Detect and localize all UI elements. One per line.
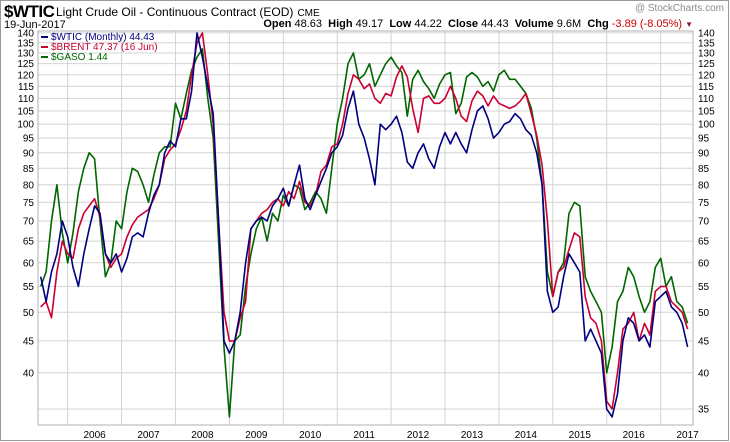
close-value: 44.43 — [481, 18, 509, 30]
y-tick-label-right: 35 — [698, 405, 710, 416]
title-text: Light Crude Oil - Continuous Contract (E… — [56, 5, 294, 19]
legend-entry-wtic: $WTIC (Monthly) 44.43 — [51, 32, 155, 43]
date-label: 19-Jun-2017 — [4, 19, 66, 31]
y-tick-label-left: 105 — [17, 106, 34, 117]
open-label: Open — [263, 18, 292, 30]
y-tick-label-left: 100 — [17, 120, 34, 131]
stats-bar: Open 48.63 High 49.17 Low 44.22 Close 44… — [263, 18, 693, 30]
y-tick-label-right: 50 — [698, 308, 710, 319]
y-tick-label-right: 75 — [698, 198, 710, 209]
legend-entry-brent: $BRENT 47.37 (16 Jun) — [51, 42, 158, 53]
x-tick-label: 2017 — [676, 430, 699, 441]
close-label: Close — [448, 18, 479, 30]
chg-value: -3.89 (-8.05%) — [611, 18, 683, 30]
y-tick-label-right: 60 — [698, 258, 710, 269]
series-line-brent — [40, 32, 689, 410]
x-tick-label: 2012 — [407, 430, 430, 441]
y-axis-left: 4045505560657075808590951001051101151201… — [17, 28, 34, 379]
open-value: 48.63 — [294, 18, 323, 30]
exchange-label: CME — [297, 8, 320, 19]
x-axis: 2006 2007 2008 2009 2010 2011 2012 2013 2014 2015… — [83, 430, 699, 441]
high-value: 49.17 — [355, 18, 384, 30]
series-line-gaso — [39, 48, 689, 418]
gridlines — [38, 31, 693, 425]
y-tick-label-right: 40 — [698, 368, 710, 379]
y-tick-label-left: 130 — [17, 49, 34, 60]
series-lines — [39, 32, 689, 418]
y-tick-label-right: 70 — [698, 216, 710, 227]
x-tick-label: 2010 — [299, 430, 322, 441]
low-label: Low — [389, 18, 412, 30]
y-tick-label-left: 75 — [23, 198, 35, 209]
y-tick-label-left: 120 — [17, 70, 34, 81]
y-tick-label-left: 115 — [18, 82, 34, 93]
y-tick-label-right: 95 — [698, 134, 710, 145]
x-tick-label: 2013 — [461, 430, 484, 441]
legend-entry-gaso: $GASO 1.44 — [51, 52, 108, 63]
y-tick-label-left: 50 — [23, 308, 35, 319]
y-tick-label-right: 130 — [698, 49, 715, 60]
symbol-label: $WTIC — [4, 2, 55, 21]
y-tick-label-left: 140 — [17, 28, 34, 39]
y-tick-label-right: 65 — [698, 237, 710, 248]
y-axis-right: 3540455055606570758085909510010511011512… — [698, 28, 715, 415]
y-tick-label-left: 80 — [23, 180, 35, 191]
plot-area-border — [37, 30, 694, 426]
y-tick-label-right: 125 — [698, 59, 715, 70]
y-tick-label-right: 120 — [698, 70, 715, 81]
x-tick-label: 2016 — [623, 430, 646, 441]
x-tick-label: 2009 — [245, 430, 268, 441]
y-tick-label-right: 105 — [698, 106, 715, 117]
legend: $WTIC (Monthly) 44.43$BRENT 47.37 (16 Ju… — [41, 32, 158, 63]
y-tick-label-left: 85 — [23, 164, 35, 175]
x-tick-label: 2011 — [353, 430, 375, 441]
series-line-wtic — [39, 32, 689, 418]
y-tick-label-left: 45 — [23, 336, 35, 347]
y-tick-label-right: 90 — [698, 148, 710, 159]
y-tick-label-right: 115 — [698, 82, 714, 93]
y-tick-label-left: 110 — [18, 94, 34, 105]
chart-title: Light Crude Oil - Continuous Contract (E… — [56, 5, 320, 19]
plot-border — [37, 30, 694, 426]
down-triangle-icon: ▼ — [685, 20, 693, 29]
x-tick-label: 2014 — [515, 430, 538, 441]
y-tick-label-left: 95 — [23, 134, 35, 145]
y-tick-label-right: 100 — [698, 120, 715, 131]
y-tick-label-right: 80 — [698, 180, 710, 191]
high-label: High — [328, 18, 353, 30]
y-tick-label-right: 110 — [698, 94, 714, 105]
y-tick-label-right: 135 — [698, 38, 715, 49]
x-tick-label: 2006 — [83, 430, 106, 441]
x-tick-label: 2008 — [191, 430, 214, 441]
y-tick-label-left: 70 — [23, 216, 35, 227]
y-tick-label-right: 45 — [698, 336, 710, 347]
y-tick-label-left: 55 — [23, 282, 35, 293]
low-value: 44.22 — [414, 18, 442, 30]
chg-label: Chg — [587, 18, 609, 30]
y-tick-label-right: 140 — [698, 28, 715, 39]
y-tick-label-right: 55 — [698, 282, 710, 293]
y-tick-label-left: 40 — [23, 368, 35, 379]
x-tick-label: 2015 — [569, 430, 592, 441]
y-tick-label-left: 65 — [23, 237, 35, 248]
y-tick-label-left: 90 — [23, 148, 35, 159]
volume-value: 9.6M — [556, 18, 582, 30]
y-tick-label-left: 135 — [17, 38, 34, 49]
x-tick-label: 2007 — [137, 430, 160, 441]
volume-label: Volume — [514, 18, 554, 30]
y-tick-label-right: 85 — [698, 164, 710, 175]
y-tick-label-left: 125 — [17, 59, 34, 70]
y-tick-label-left: 60 — [23, 258, 35, 269]
watermark: @ StockCharts.com — [634, 3, 724, 14]
